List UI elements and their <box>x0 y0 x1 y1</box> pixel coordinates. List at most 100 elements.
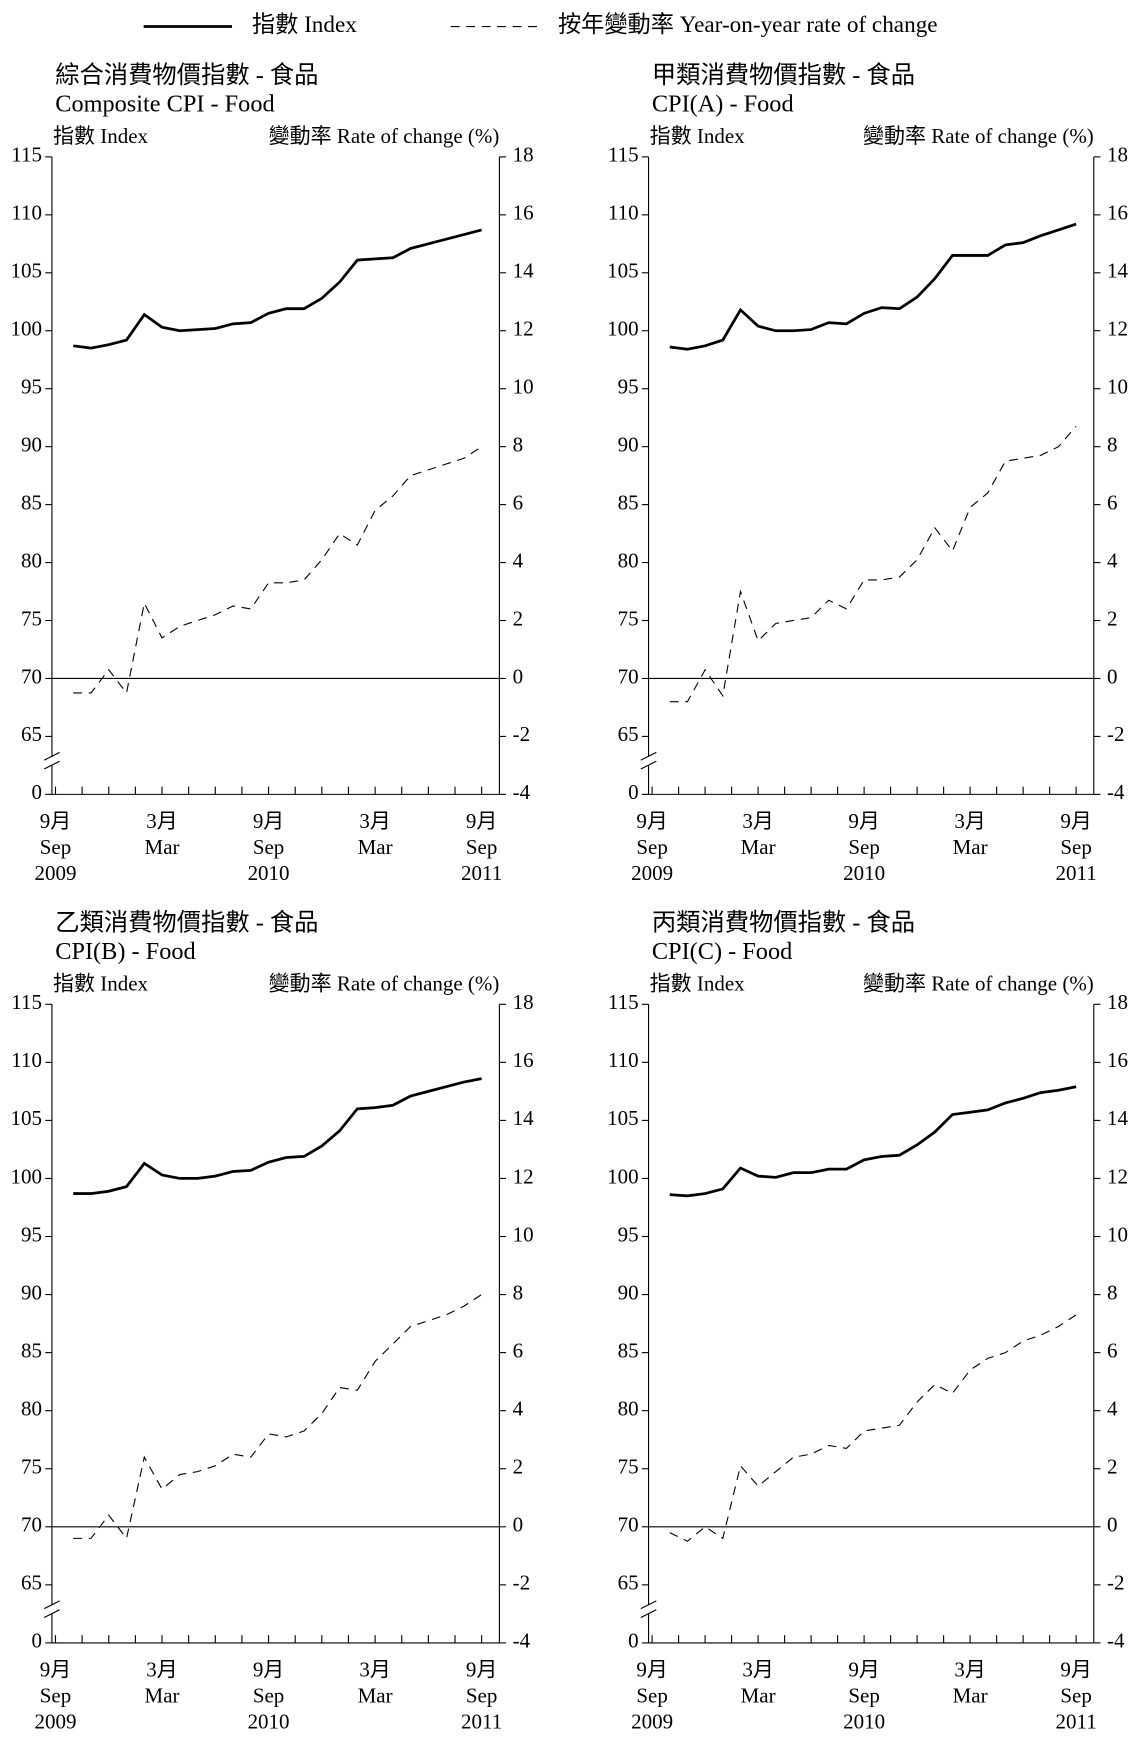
x-tick-label: 3月 <box>742 1657 773 1681</box>
x-tick-label: 3月 <box>146 809 177 833</box>
x-tick-label: 9月 <box>40 1657 71 1681</box>
y2-tick-label: 10 <box>1107 1222 1128 1246</box>
axis-break-gap <box>45 756 59 766</box>
x-tick-label: Sep <box>40 1683 71 1707</box>
x-tick-label: Sep <box>848 835 879 859</box>
x-tick-label: 3月 <box>954 1657 985 1681</box>
x-tick-label: 9月 <box>466 1657 497 1681</box>
rate-line <box>669 1314 1077 1542</box>
y2-tick-label: 6 <box>513 490 524 514</box>
y2-tick-label: 0 <box>513 664 524 688</box>
y-tick-label: 65 <box>21 1571 42 1595</box>
y2-tick-label: -4 <box>1107 1629 1125 1653</box>
y-tick-label: 70 <box>618 664 639 688</box>
y-tick-label: 95 <box>21 375 42 399</box>
y-tick-label: 85 <box>618 490 639 514</box>
y2-tick-label: 12 <box>513 317 534 341</box>
axis-break-gap <box>641 756 656 766</box>
y2-tick-label: 14 <box>1107 259 1128 283</box>
axis-break-gap <box>641 1605 656 1615</box>
y2-tick-label: -4 <box>513 780 531 804</box>
y-tick-label: 80 <box>21 548 42 572</box>
y-tick-label: 70 <box>21 664 42 688</box>
y-tick-label: 90 <box>618 1280 639 1304</box>
x-tick-label: 2011 <box>461 1709 502 1733</box>
rate-line <box>669 425 1077 703</box>
axis-break-mark <box>43 751 60 761</box>
x-tick-label: 9月 <box>848 809 879 833</box>
y-tick-label: 100 <box>11 317 42 341</box>
axis-break-gap <box>45 1605 59 1615</box>
y2-tick-label: 6 <box>513 1338 524 1362</box>
x-tick-label: Mar <box>145 1683 180 1707</box>
y2-tick-label: -4 <box>513 1629 531 1653</box>
y-tick-label: 115 <box>11 143 42 167</box>
y-tick-label: 95 <box>21 1222 42 1246</box>
y-tick-label: 70 <box>21 1513 42 1537</box>
y2-tick-label: 10 <box>1107 375 1128 399</box>
y2-tick-label: 8 <box>513 432 524 456</box>
legend-label: 指數 Index <box>252 12 357 38</box>
y-tick-label: 80 <box>21 1396 42 1420</box>
y2-tick-label: 0 <box>1107 664 1118 688</box>
y2-tick-label: 12 <box>513 1164 534 1188</box>
x-tick-label: Sep <box>636 835 667 859</box>
y2-tick-label: 0 <box>513 1513 524 1537</box>
x-tick-label: Mar <box>358 1683 393 1707</box>
panel-subtitle: CPI(C) - Food <box>652 938 792 965</box>
x-tick-label: 2009 <box>35 1709 77 1733</box>
x-tick-label: 2009 <box>631 861 673 885</box>
y-tick-label: 75 <box>21 1455 42 1479</box>
y-tick-label: 110 <box>608 1048 639 1072</box>
y-tick-label: 75 <box>21 606 42 630</box>
y-tick-label: 115 <box>608 143 639 167</box>
x-tick-label: 9月 <box>1060 809 1091 833</box>
axis-break-mark <box>43 760 60 770</box>
y-axis-label: 指數 Index <box>650 971 746 995</box>
y2-tick-label: 18 <box>513 990 534 1014</box>
y-tick-label: 115 <box>608 990 639 1014</box>
y2-tick-label: 4 <box>1107 548 1118 572</box>
y2-tick-label: 10 <box>513 375 534 399</box>
y2-tick-label: 2 <box>1107 606 1118 630</box>
x-tick-label: 2009 <box>631 1709 673 1733</box>
x-tick-label: 2010 <box>843 1709 885 1733</box>
x-tick-label: 2011 <box>1056 1709 1097 1733</box>
y2-tick-label: 14 <box>1107 1106 1128 1130</box>
panel-title: 甲類消費物價指數 - 食品 <box>652 62 915 89</box>
y-axis-label: 指數 Index <box>650 124 746 148</box>
y-tick-label: 105 <box>11 1106 42 1130</box>
index-line <box>73 228 482 350</box>
x-tick-label: Mar <box>953 835 988 859</box>
x-tick-label: Mar <box>741 835 776 859</box>
y2-tick-label: 18 <box>1107 143 1128 167</box>
y2-tick-label: 6 <box>1107 1338 1118 1362</box>
y-axis-label: 指數 Index <box>53 971 149 995</box>
x-tick-label: 3月 <box>359 809 390 833</box>
y2-tick-label: 2 <box>1107 1455 1118 1479</box>
y-tick-label: 110 <box>608 201 639 225</box>
axis-break-mark <box>43 1609 60 1618</box>
y-tick-label: 0 <box>628 780 639 804</box>
x-tick-label: Sep <box>466 835 497 859</box>
y-tick-label: 115 <box>11 990 42 1014</box>
y-tick-label: 85 <box>21 490 42 514</box>
x-tick-label: Sep <box>466 1683 497 1707</box>
y-tick-label: 100 <box>607 1164 638 1188</box>
y2-tick-label: 6 <box>1107 490 1118 514</box>
x-tick-label: Mar <box>741 1683 776 1707</box>
y-axis-label: 指數 Index <box>53 124 149 148</box>
y2-tick-label: 14 <box>513 1106 534 1130</box>
x-tick-label: 9月 <box>253 809 284 833</box>
y2-tick-label: 4 <box>513 548 524 572</box>
y-tick-label: 0 <box>628 1629 639 1653</box>
y2-tick-label: 12 <box>1107 1164 1128 1188</box>
y-tick-label: 90 <box>21 432 42 456</box>
y2-tick-label: 18 <box>513 143 534 167</box>
y-tick-label: 80 <box>618 548 639 572</box>
y2-tick-label: 2 <box>513 606 524 630</box>
x-tick-label: Sep <box>848 1683 879 1707</box>
x-tick-label: Mar <box>953 1683 988 1707</box>
panel-title: 綜合消費物價指數 - 食品 <box>55 62 318 89</box>
x-tick-label: Sep <box>253 1683 284 1707</box>
